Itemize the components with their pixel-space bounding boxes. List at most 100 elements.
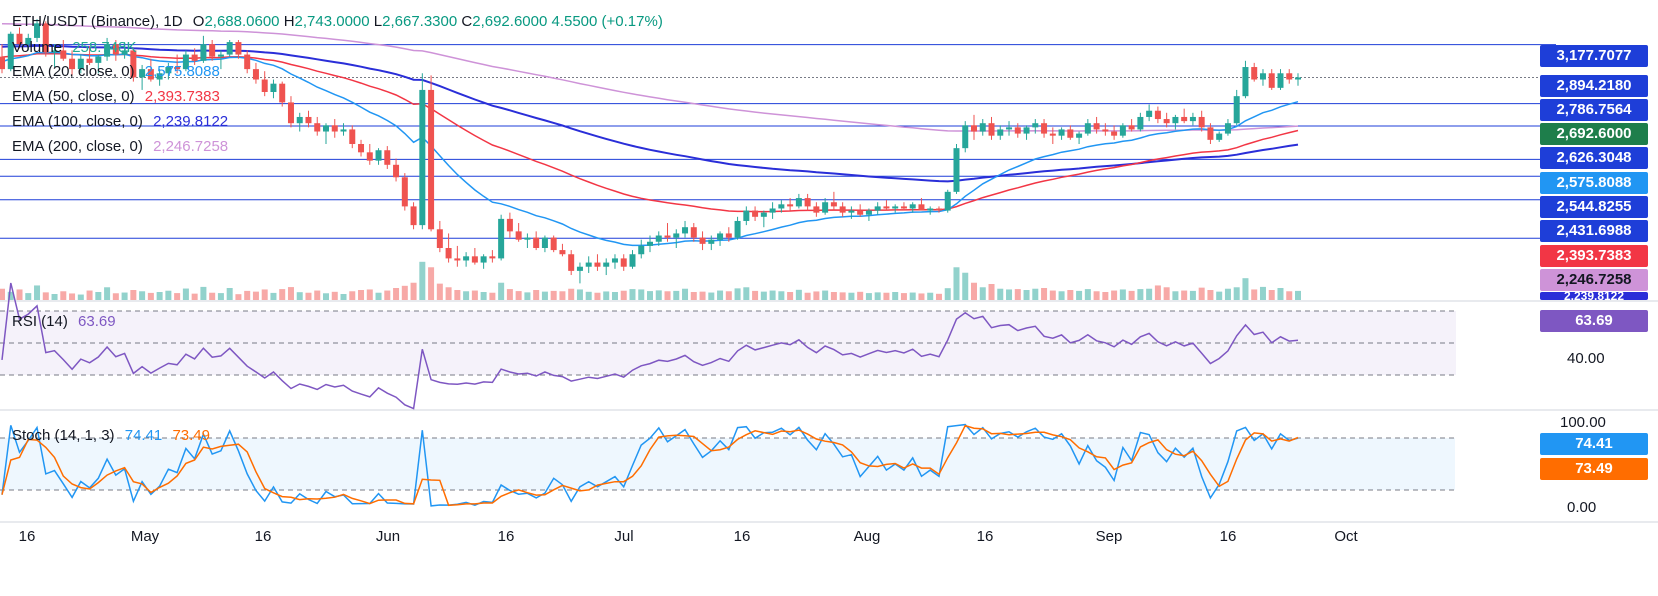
volume-bar [927, 292, 934, 300]
candle-body [839, 206, 846, 213]
volume-bar [358, 290, 365, 300]
price-tag-last-price: 2,692.6000 [1540, 123, 1648, 145]
x-tick: Jun [375, 528, 401, 545]
candle-body [1216, 133, 1223, 140]
candle-body [1181, 116, 1188, 122]
volume-bar [1093, 291, 1100, 300]
rsi-line [1, 282, 1299, 410]
volume-bar [1137, 289, 1144, 300]
open-label: O2,688.0600 [192, 13, 280, 30]
ema20-legend[interactable]: EMA (20, close, 0) 2,575.8088 [12, 63, 226, 81]
volume-bar [900, 293, 907, 300]
candle-body [1102, 129, 1109, 132]
candle-body [971, 125, 977, 132]
candle-body [830, 202, 837, 207]
candle-body [1067, 129, 1074, 138]
volume-bar [1102, 292, 1109, 300]
volume-bar [1128, 290, 1135, 300]
volume-bar [533, 290, 540, 300]
volume-bar [77, 294, 84, 300]
ema50-legend[interactable]: EMA (50, close, 0) 2,393.7383 [12, 88, 226, 106]
volume-bar [892, 292, 899, 300]
candle-body [1259, 73, 1266, 80]
volume-bar [314, 290, 321, 300]
candle-body [331, 125, 338, 132]
candle-body [279, 83, 286, 103]
candle-body [428, 89, 435, 230]
volume-bar [498, 282, 505, 300]
price-tag-ema50: 2,393.7383 [1540, 245, 1648, 267]
candle-body [1146, 110, 1153, 117]
candle-body [1163, 119, 1170, 124]
candle-body [1224, 123, 1231, 134]
volume-bar [611, 292, 618, 300]
candle-body [244, 54, 251, 70]
volume-bar [428, 267, 435, 300]
candle-body [927, 208, 934, 211]
symbol-title: ETH/USDT (Binance), 1D [12, 13, 183, 30]
candle-body [1049, 133, 1056, 136]
volume-bar [147, 292, 154, 300]
candle-body [1268, 73, 1275, 88]
volume-bar [559, 291, 566, 300]
candle-body [270, 83, 277, 92]
candle-body [200, 44, 207, 61]
ema100-legend[interactable]: EMA (100, close, 0) 2,239.8122 [12, 113, 234, 131]
volume-bar [60, 291, 67, 300]
ema100-label: EMA (100, close, 0) [12, 113, 143, 130]
candle-body [611, 258, 618, 263]
stoch-legend[interactable]: Stoch (14, 1, 3) 74.41 73.49 [12, 427, 216, 445]
volume-bar [1163, 287, 1170, 300]
volume-bar [734, 288, 741, 300]
x-tick: Oct [1334, 528, 1358, 545]
volume-bar [130, 290, 137, 300]
candle-body [1198, 116, 1205, 128]
volume-bar [787, 292, 794, 300]
candle-body [524, 237, 531, 240]
volume-bar [463, 291, 470, 300]
candle-body [900, 206, 907, 209]
candle-body [953, 148, 960, 192]
volume-bar [944, 288, 951, 300]
candle-body [848, 210, 855, 213]
candle-body [506, 218, 513, 232]
ema200-legend[interactable]: EMA (200, close, 0) 2,246.7258 [12, 138, 234, 156]
candle-body [69, 58, 76, 70]
ema200-label: EMA (200, close, 0) [12, 138, 143, 155]
rsi-legend[interactable]: RSI (14) 63.69 [12, 313, 122, 331]
stoch-k-line [1, 423, 1299, 507]
candle-body [708, 239, 715, 244]
stoch-k-value: 74.41 [124, 427, 163, 444]
x-tick: Aug [853, 528, 881, 545]
change-value: 4.5500 (+0.17%) [551, 13, 663, 30]
candle-body [541, 237, 548, 248]
volume-legend[interactable]: Volume 258.748K [12, 39, 142, 57]
candle-body [1172, 116, 1179, 124]
candle-body [182, 54, 189, 70]
candle-body [988, 123, 995, 136]
ema200-line [1, 23, 1299, 132]
candle-body [471, 256, 478, 263]
volume-bar [1251, 289, 1258, 300]
candle-body [156, 73, 163, 80]
low-label: L2,667.3300 [373, 13, 458, 30]
price-tag-ema20: 2,575.8088 [1540, 172, 1648, 194]
candle-body [480, 256, 487, 263]
volume-value: 258.748K [72, 39, 137, 56]
ema200-value: 2,246.7258 [153, 138, 229, 155]
candle-body [594, 262, 601, 267]
candle-body [1041, 123, 1048, 134]
volume-bar [121, 292, 128, 300]
volume-bar [953, 267, 960, 300]
volume-bar [323, 293, 329, 300]
volume-bar [1146, 288, 1153, 300]
x-tick: Jul [614, 528, 634, 545]
volume-bar [340, 294, 347, 300]
candle-body [287, 102, 294, 124]
volume-bar [165, 290, 172, 300]
candle-body [699, 237, 706, 244]
volume-bar [34, 285, 41, 300]
volume-bar [997, 288, 1004, 300]
